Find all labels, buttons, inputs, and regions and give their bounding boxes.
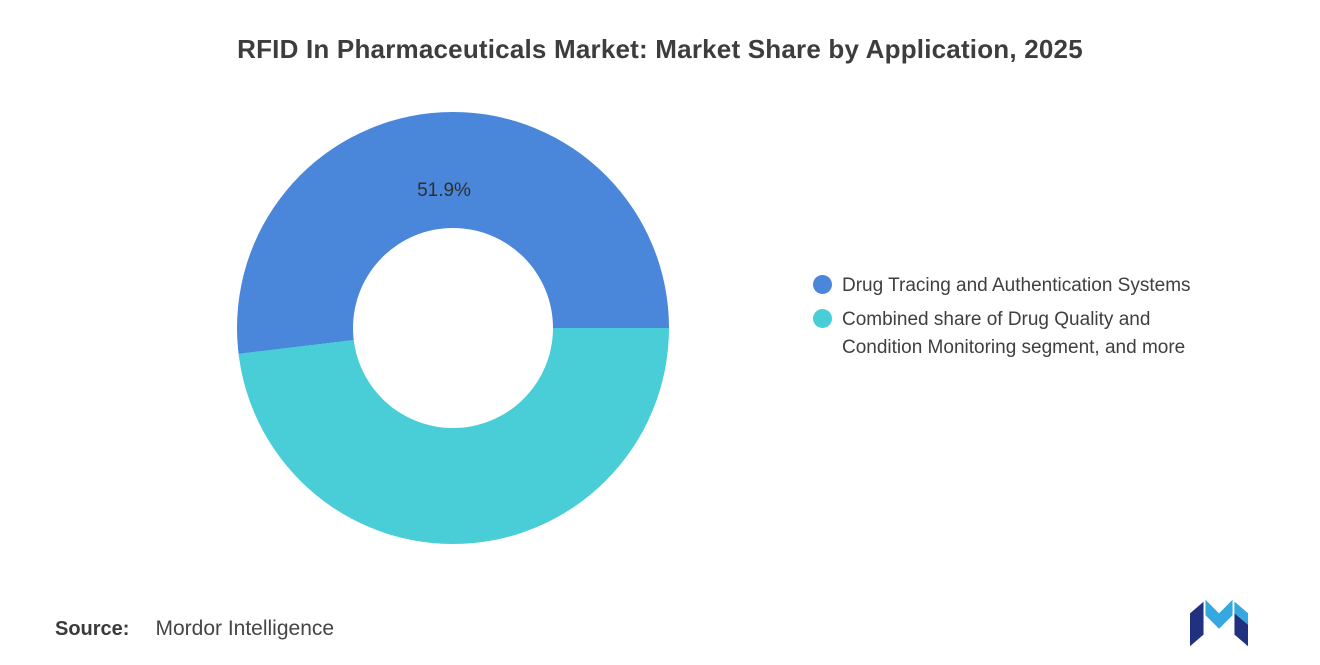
donut-chart[interactable]: 51.9% xyxy=(237,112,669,544)
legend-swatch xyxy=(813,275,832,294)
legend-item-combined-share[interactable]: Combined share of Drug Quality and Condi… xyxy=(813,306,1191,362)
legend-label: Combined share of Drug Quality and Condi… xyxy=(842,309,1186,358)
legend-label: Drug Tracing and Authentication Systems xyxy=(842,275,1191,296)
donut-data-label: 51.9% xyxy=(417,180,471,201)
legend-swatch xyxy=(813,309,832,328)
source-label: Source: xyxy=(55,618,130,640)
donut-hole xyxy=(353,228,553,428)
page-title: RFID In Pharmaceuticals Market: Market S… xyxy=(237,34,1083,64)
mordor-intelligence-logo xyxy=(1190,599,1248,647)
legend-item-drug-tracing[interactable]: Drug Tracing and Authentication Systems xyxy=(813,272,1191,300)
legend: Drug Tracing and Authentication Systems … xyxy=(813,272,1191,362)
source-row: Source: Mordor Intelligence xyxy=(55,617,334,641)
source-value: Mordor Intelligence xyxy=(155,617,335,640)
